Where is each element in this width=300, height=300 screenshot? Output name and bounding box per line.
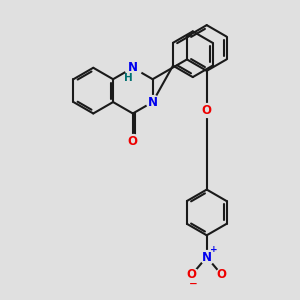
Text: +: + bbox=[210, 245, 218, 254]
Text: O: O bbox=[217, 268, 227, 281]
Text: H: H bbox=[124, 73, 133, 83]
Text: O: O bbox=[202, 104, 212, 117]
Text: N: N bbox=[148, 96, 158, 109]
Text: O: O bbox=[187, 268, 197, 281]
Text: N: N bbox=[202, 250, 212, 264]
Text: −: − bbox=[189, 279, 198, 289]
Text: N: N bbox=[128, 61, 138, 74]
Text: O: O bbox=[128, 135, 138, 148]
